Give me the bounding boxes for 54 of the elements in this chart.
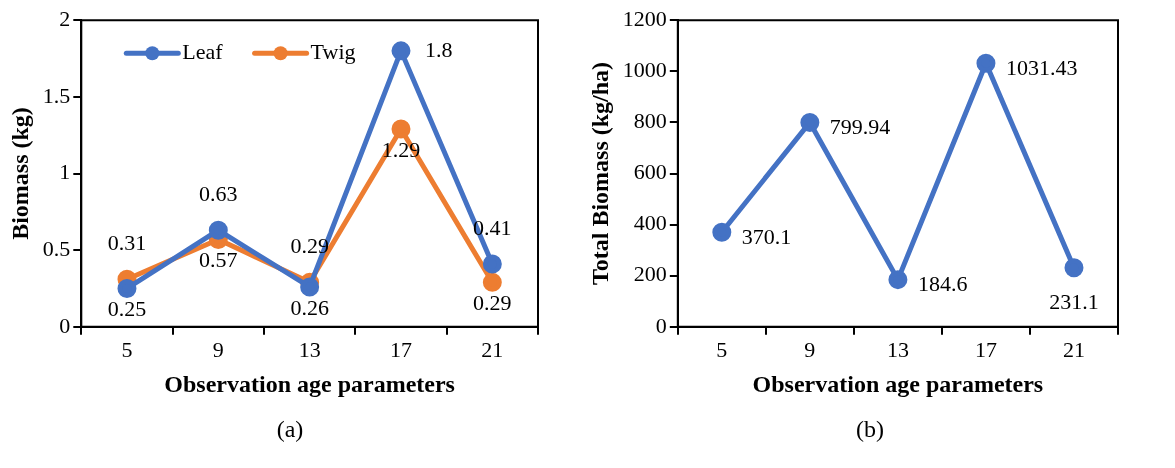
data-label: 0.63 [198, 181, 238, 206]
data-label: 0.29 [472, 290, 512, 316]
data-label: 231.1 [1048, 288, 1099, 314]
y-tick-label: 1.5 [42, 82, 70, 108]
y-tick-label: 0.5 [42, 235, 70, 261]
point [299, 277, 319, 297]
x-tick-label: 5 [715, 336, 727, 362]
point [887, 270, 907, 290]
x-axis-title: Observation age parameters [163, 370, 455, 397]
x-axis-title: Observation age parameters [752, 370, 1043, 397]
text: (a) [276, 416, 304, 443]
y-tick-label: 0 [58, 312, 70, 338]
data-label: 0.25 [107, 296, 146, 322]
data-label: 0.26 [289, 294, 329, 320]
data-label: 370.1 [741, 224, 791, 250]
text: (b) [856, 416, 884, 443]
data-label: 184.6 [917, 271, 967, 297]
data-label: 0.57 [198, 247, 238, 273]
point [482, 254, 502, 274]
x-tick-label: 5 [120, 336, 132, 362]
legend-label: Leaf [181, 38, 223, 64]
data-label: 0.31 [107, 230, 146, 256]
point [711, 222, 731, 242]
point [799, 112, 819, 132]
x-tick-label: 9 [212, 336, 224, 362]
x-tick-label: 21 [1062, 336, 1085, 362]
y-tick-label: 1 [58, 159, 70, 185]
point [390, 41, 410, 61]
y-tick-label: 0 [655, 312, 667, 338]
y-tick-label: 600 [633, 159, 667, 185]
x-tick-label: 21 [480, 336, 503, 362]
y-tick-label: 200 [633, 261, 667, 287]
point [116, 278, 136, 298]
y-tick-label: 400 [633, 210, 667, 236]
y-tick-label: 800 [633, 108, 667, 134]
y-tick-label: 2 [58, 5, 70, 31]
x-tick-label: 17 [389, 336, 412, 362]
x-tick-label: 17 [974, 336, 997, 362]
data-label: 799.94 [829, 114, 890, 140]
data-label: 1031.43 [1005, 55, 1077, 81]
point [482, 272, 502, 292]
point [390, 119, 410, 139]
point [975, 53, 995, 73]
point [1063, 258, 1083, 278]
data-label: 1.8 [424, 36, 452, 62]
y-tick-label: 1000 [622, 57, 667, 83]
x-tick-label: 13 [298, 336, 321, 362]
legend-label: Twig [310, 38, 355, 64]
y-axis-title: Total Biomass (kg/ha) [586, 61, 613, 286]
x-tick-label: 9 [803, 336, 815, 362]
point [208, 220, 228, 240]
x-tick-label: 13 [886, 336, 909, 362]
y-axis-title: Biomass (kg) [6, 107, 33, 240]
y-tick-label: 1200 [622, 5, 667, 31]
